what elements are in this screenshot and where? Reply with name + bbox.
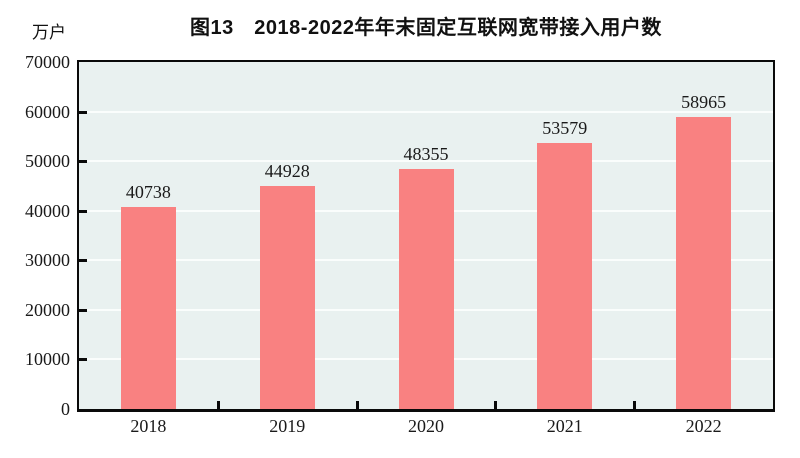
x-tick-label-2022: 2022 — [685, 416, 722, 436]
y-tick-label: 10000 — [25, 349, 70, 370]
bar-value-label: 58965 — [681, 91, 727, 112]
x-axis-tick — [355, 401, 359, 409]
y-axis-tick — [79, 259, 87, 263]
y-axis-tick — [79, 110, 87, 114]
plot-area — [77, 60, 775, 412]
bar-2021 — [537, 143, 593, 409]
y-axis-tick — [79, 209, 87, 213]
chart-title: 图13 2018-2022年年末固定互联网宽带接入用户数 — [190, 17, 662, 39]
y-axis-tick — [79, 160, 87, 164]
y-tick-label: 70000 — [25, 52, 70, 72]
x-axis-tick — [216, 401, 220, 409]
y-axis-unit-label: 万户 — [32, 23, 66, 42]
y-tick-label: 40000 — [25, 200, 70, 221]
y-axis-tick — [79, 308, 87, 312]
y-tick-label: 30000 — [25, 250, 70, 271]
y-tick-label: 50000 — [25, 151, 70, 172]
gridline — [79, 110, 773, 113]
bar-value-label: 40738 — [125, 182, 171, 203]
x-tick-label-2019: 2019 — [269, 416, 306, 436]
y-tick-label: 20000 — [25, 299, 70, 320]
gridline — [79, 160, 773, 163]
x-axis-tick — [633, 401, 637, 409]
bar-value-label: 53579 — [542, 118, 588, 139]
bar-value-label: 44928 — [264, 161, 310, 182]
x-tick-label-2018: 2018 — [130, 416, 167, 436]
bar-2018 — [120, 207, 176, 409]
bar-2020 — [398, 169, 454, 409]
bar-2022 — [676, 116, 732, 409]
y-axis-tick — [79, 358, 87, 362]
x-tick-label-2021: 2021 — [546, 416, 583, 436]
x-axis-tick — [494, 401, 498, 409]
bar-2019 — [259, 186, 315, 409]
x-tick-label-2020: 2020 — [408, 416, 444, 436]
bar-value-label: 48355 — [403, 144, 449, 165]
y-tick-label: 0 — [61, 399, 70, 419]
y-tick-label: 60000 — [25, 101, 70, 122]
